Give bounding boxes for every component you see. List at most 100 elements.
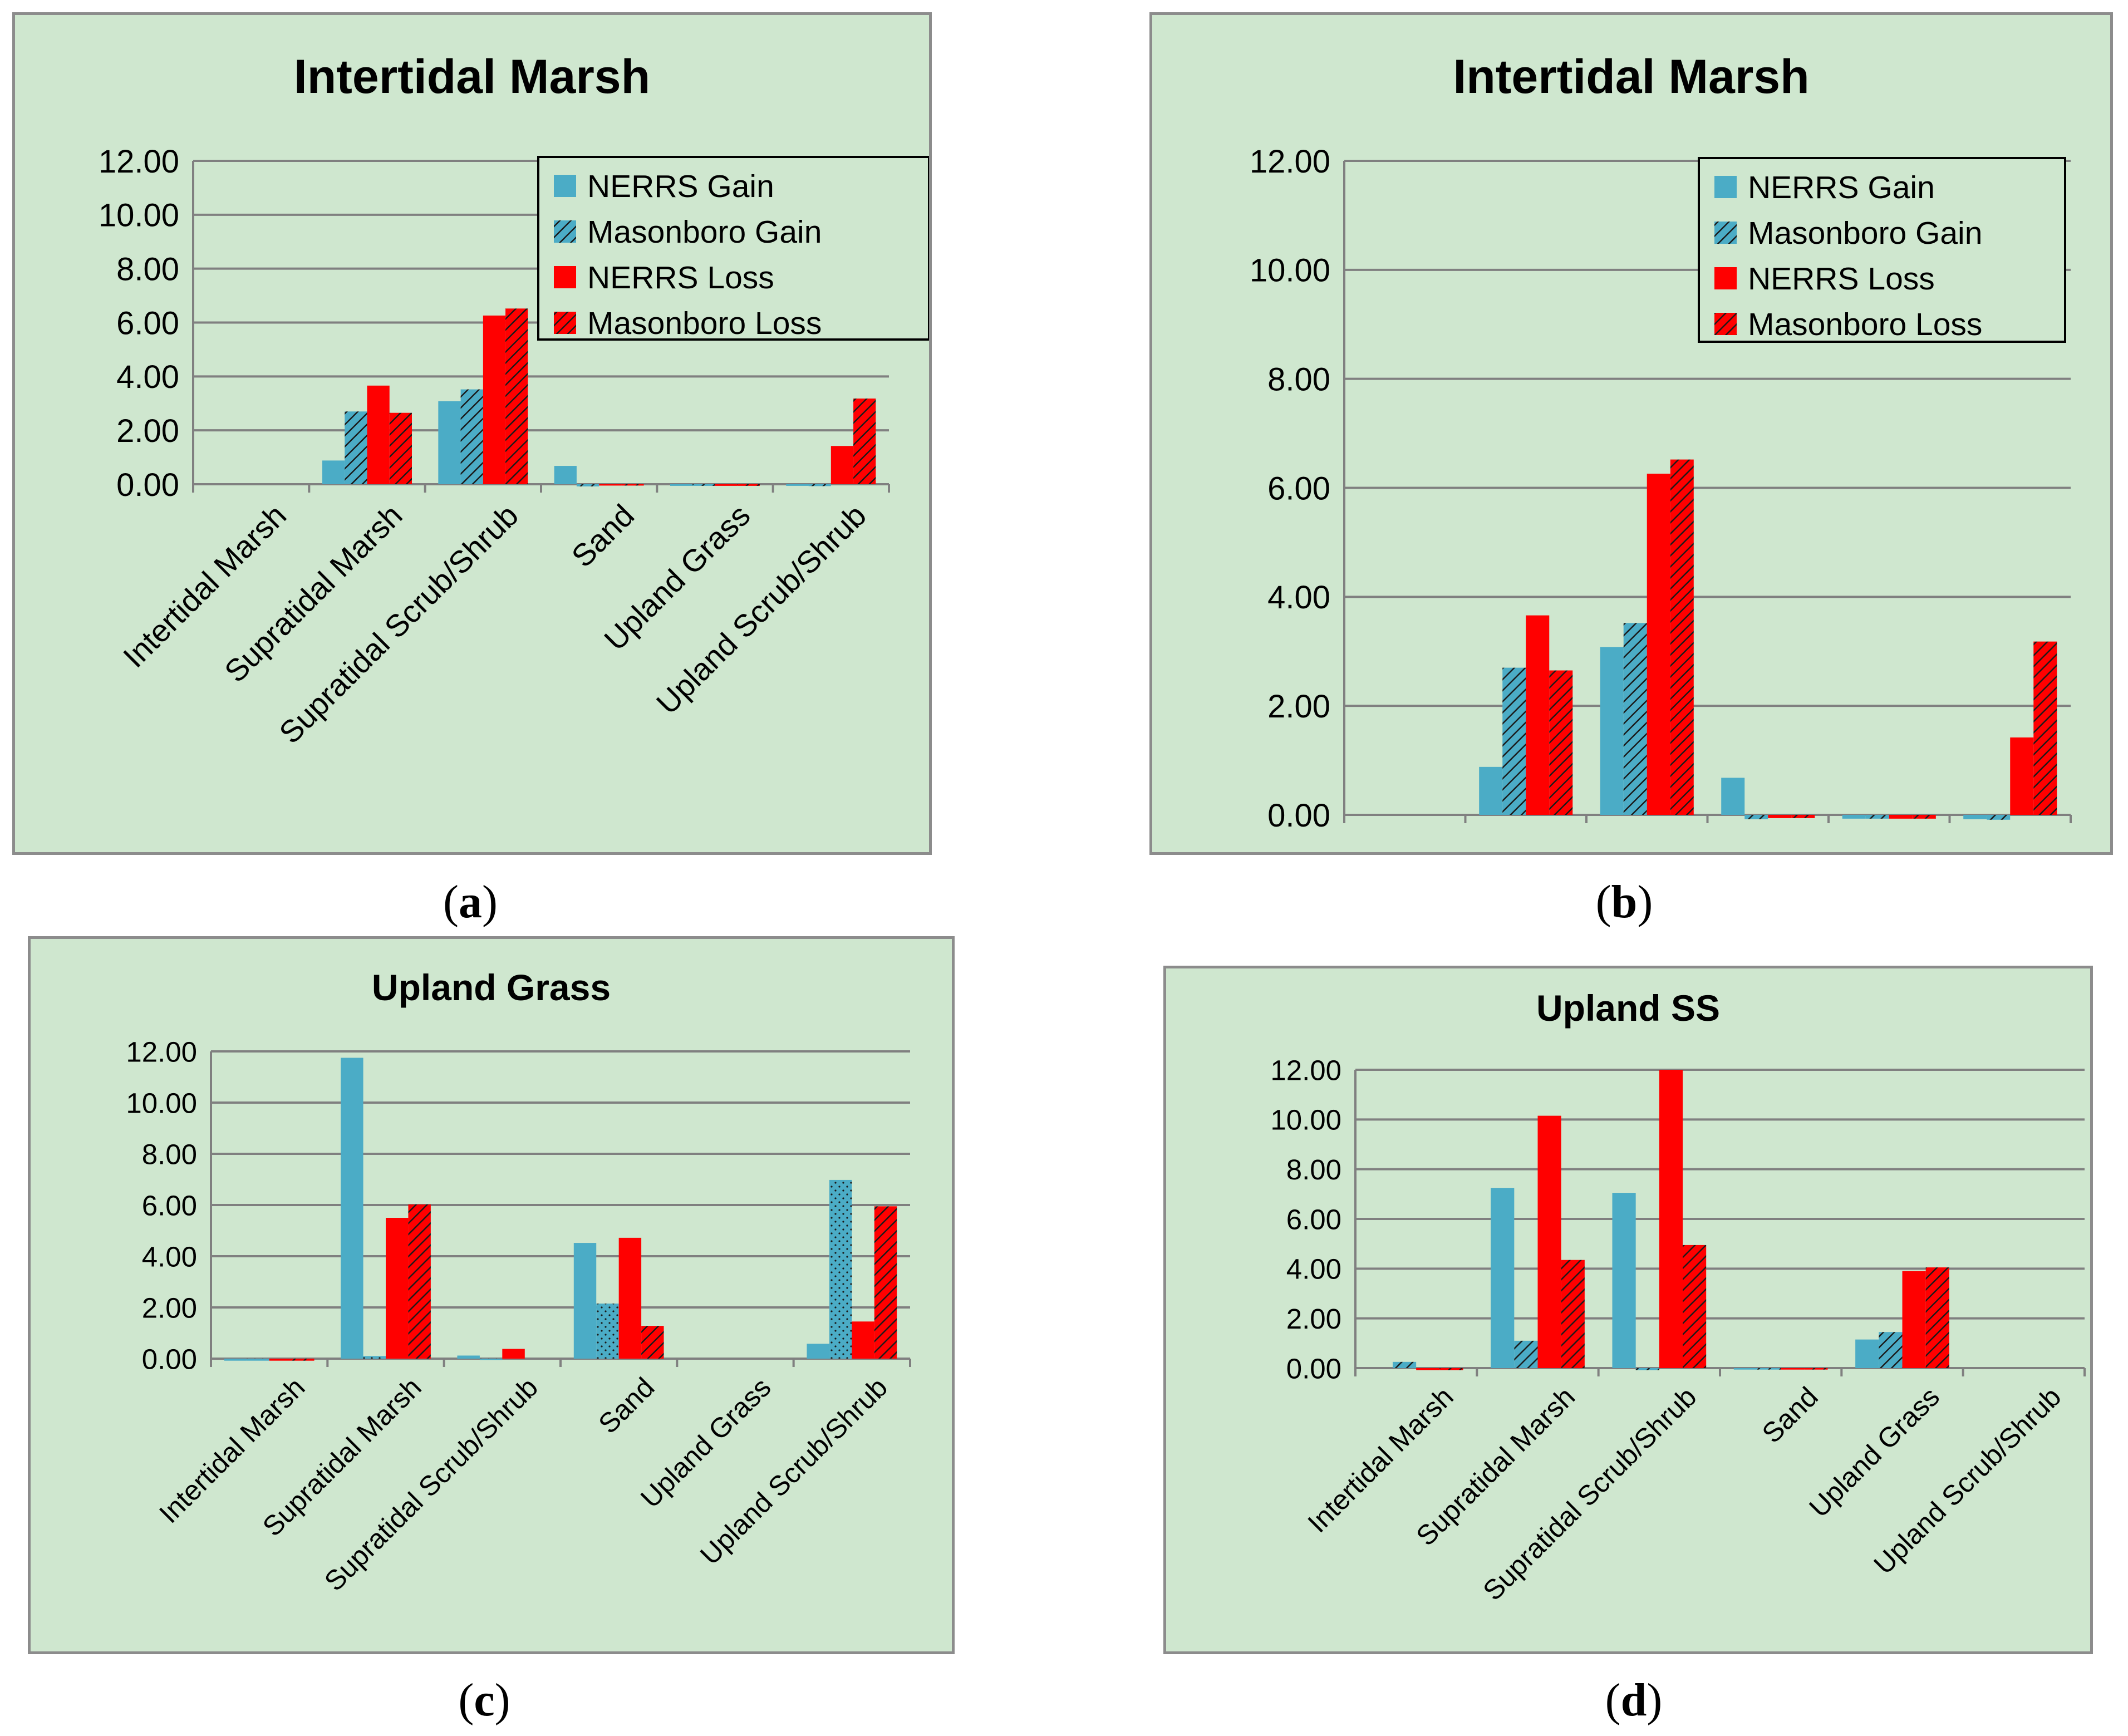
chart-b-ytick-label: 12.00	[1250, 144, 1330, 180]
chart-a-title: Intertidal Marsh	[294, 50, 650, 104]
chart-d: Upland SS0.002.004.006.008.0010.0012.00I…	[1270, 987, 2086, 1606]
caption-d: (d)	[1605, 1674, 1663, 1726]
chart-a-legend-swatch-nerrs-gain	[554, 175, 576, 197]
chart-c-bar-masonboro-loss-upland-scrub-shrub	[874, 1206, 897, 1359]
chart-a-legend-box	[537, 156, 929, 341]
caption-b-letter: b	[1611, 876, 1638, 928]
chart-c-ytick-label: 6.00	[142, 1189, 197, 1221]
chart-c-bar-nerrs-gain-upland-scrub-shrub	[807, 1344, 829, 1359]
chart-a-bar-masonboro-loss-supratidal-scrub-shrub	[505, 308, 528, 484]
chart-a-legend-swatch-masonboro-loss	[554, 312, 576, 334]
chart-a-bar-masonboro-gain-supratidal-marsh	[345, 411, 367, 484]
chart-c-category-label: Supratidal Scrub/Shrub	[318, 1371, 544, 1597]
chart-b-ytick-label: 0.00	[1267, 798, 1330, 834]
chart-a-category-label: Upland Scrub/Shrub	[650, 498, 873, 721]
chart-b-legend-box	[1698, 157, 2066, 343]
chart-a-bar-nerrs-gain-supratidal-marsh	[322, 460, 345, 484]
chart-a-category-label: Supratidal Scrub/Shrub	[272, 498, 525, 750]
chart-a-bar-nerrs-gain-sand	[554, 466, 577, 484]
chart-a-bar-nerrs-loss-supratidal-scrub-shrub	[483, 315, 506, 484]
chart-a-legend-label-nerrs-loss: NERRS Loss	[587, 260, 774, 296]
chart-b-ytick-label: 6.00	[1267, 470, 1330, 506]
chart-d-bar-nerrs-gain-upland-grass	[1855, 1339, 1879, 1368]
chart-b-ytick-label: 2.00	[1267, 689, 1330, 725]
chart-a-ytick-label: 12.00	[99, 144, 179, 180]
chart-d-bar-nerrs-loss-upland-grass	[1902, 1271, 1926, 1368]
chart-a-ytick-label: 2.00	[116, 413, 179, 449]
chart-c-bar-masonboro-gain-supratidal-scrub-shrub	[479, 1359, 503, 1360]
chart-c-category-label: Upland Scrub/Shrub	[694, 1371, 893, 1571]
chart-a-category-label: Sand	[564, 498, 641, 574]
chart-d-bar-masonboro-loss-upland-grass	[1925, 1267, 1949, 1368]
chart-b-ytick-label: 4.00	[1267, 579, 1330, 616]
chart-b-legend-swatch-nerrs-loss	[1714, 267, 1737, 289]
chart-b-ytick-label: 8.00	[1267, 362, 1330, 398]
caption-a-letter: a	[459, 876, 482, 928]
chart-c-ytick-label: 8.00	[142, 1138, 197, 1170]
chart-b-bar-nerrs-loss-upland-grass	[1889, 815, 1913, 819]
chart-d-ytick-label: 6.00	[1286, 1203, 1341, 1235]
chart-c-bar-masonboro-gain-intertidal-marsh	[247, 1359, 269, 1361]
chart-d-bar-masonboro-gain-supratidal-marsh	[1514, 1340, 1538, 1368]
chart-b-legend-swatch-masonboro-gain	[1714, 222, 1737, 244]
chart-d-ytick-label: 8.00	[1286, 1154, 1341, 1186]
chart-b-legend-label-masonboro-loss: Masonboro Loss	[1748, 307, 1982, 342]
caption-d-letter: d	[1620, 1674, 1647, 1726]
chart-c-bar-nerrs-gain-sand	[573, 1243, 597, 1359]
chart-a-bar-nerrs-loss-supratidal-marsh	[367, 385, 390, 484]
chart-d-bar-nerrs-loss-intertidal-marsh	[1416, 1368, 1440, 1370]
chart-b-bar-masonboro-loss-upland-scrub-shrub	[2033, 641, 2057, 815]
chart-d-bar-masonboro-gain-intertidal-marsh	[1392, 1361, 1417, 1368]
chart-d-bar-masonboro-loss-intertidal-marsh	[1439, 1368, 1463, 1370]
chart-c-ytick-label: 0.00	[142, 1343, 197, 1375]
chart-a-bar-nerrs-loss-sand	[599, 484, 622, 486]
chart-c-ytick-label: 2.00	[142, 1292, 197, 1324]
chart-b-bar-nerrs-gain-sand	[1721, 778, 1745, 815]
chart-b-bar-nerrs-loss-upland-scrub-shrub	[2010, 737, 2034, 815]
chart-a-bar-masonboro-gain-sand	[576, 484, 599, 486]
chart-b-bar-masonboro-gain-supratidal-marsh	[1502, 667, 1526, 815]
caption-a: (a)	[443, 876, 498, 928]
chart-a-ytick-label: 4.00	[116, 359, 179, 395]
chart-b-bar-nerrs-gain-upland-scrub-shrub	[1963, 815, 1987, 819]
chart-d-bar-masonboro-gain-supratidal-scrub-shrub	[1635, 1368, 1659, 1370]
chart-a-legend-label-nerrs-gain: NERRS Gain	[587, 169, 774, 204]
chart-b-legend-label-masonboro-gain: Masonboro Gain	[1748, 215, 1982, 251]
chart-a-ytick-label: 8.00	[116, 252, 179, 288]
chart-a-bar-masonboro-gain-upland-scrub-shrub	[808, 484, 831, 486]
chart-d-bar-masonboro-loss-sand	[1804, 1368, 1828, 1370]
chart-b-legend-label-nerrs-gain: NERRS Gain	[1748, 170, 1935, 205]
chart-a-legend-label-masonboro-gain: Masonboro Gain	[587, 214, 822, 250]
chart-b-legend: NERRS Gain Masonboro Gain NERRS Loss Masonb…	[1698, 157, 2066, 343]
chart-d-ytick-label: 4.00	[1286, 1253, 1341, 1285]
chart-a-bar-masonboro-gain-upland-grass	[692, 484, 715, 486]
chart-b-title: Intertidal Marsh	[1453, 50, 1809, 104]
chart-b-bar-masonboro-loss-supratidal-scrub-shrub	[1670, 459, 1694, 815]
chart-b-ytick-label: 10.00	[1250, 253, 1330, 289]
caption-c-letter: c	[474, 1674, 495, 1726]
chart-c-bar-nerrs-gain-intertidal-marsh	[224, 1359, 247, 1361]
chart-b-bar-nerrs-gain-supratidal-scrub-shrub	[1600, 647, 1624, 815]
chart-d-bar-nerrs-gain-sand	[1733, 1368, 1757, 1370]
chart-a-ytick-label: 0.00	[116, 467, 179, 503]
chart-d-bar-nerrs-loss-supratidal-scrub-shrub	[1659, 1070, 1683, 1368]
chart-c-bar-masonboro-gain-supratidal-marsh	[363, 1356, 386, 1359]
chart-d-bar-nerrs-loss-supratidal-marsh	[1537, 1115, 1561, 1368]
chart-d-ytick-label: 2.00	[1286, 1303, 1341, 1335]
chart-b-bar-nerrs-loss-sand	[1768, 815, 1792, 818]
chart-c-ytick-label: 10.00	[126, 1087, 197, 1119]
chart-d-category-label: Supratidal Scrub/Shrub	[1477, 1381, 1702, 1606]
chart-panel-d: Upland SS 0.00 2.00 4.00 6.00 8.00 10.00 12.00 I…	[1163, 966, 2093, 1654]
chart-d-ytick-label: 12.00	[1270, 1054, 1341, 1086]
chart-c-bar-masonboro-loss-intertidal-marsh	[292, 1359, 314, 1361]
caption-c: (c)	[458, 1674, 510, 1726]
chart-a-legend: NERRS Gain Masonboro Gain NERRS Loss Masonb…	[537, 156, 929, 341]
chart-b-bar-nerrs-loss-supratidal-marsh	[1526, 615, 1550, 815]
chart-c: Upland Grass 0.00 2.00 4.00 6.00 8.00 10.00 12.…	[126, 967, 911, 1597]
chart-b-bar-nerrs-gain-supratidal-marsh	[1479, 766, 1503, 815]
chart-d-bar-nerrs-gain-supratidal-marsh	[1491, 1188, 1515, 1368]
chart-d-bar-masonboro-gain-sand	[1757, 1368, 1781, 1370]
chart-a-legend-swatch-nerrs-loss	[554, 266, 576, 288]
chart-c-bar-nerrs-loss-sand	[618, 1237, 642, 1359]
chart-panel-b: Intertidal Marsh 0.00 2.00 4.00 6.00 8.00 10.0…	[1149, 12, 2113, 855]
